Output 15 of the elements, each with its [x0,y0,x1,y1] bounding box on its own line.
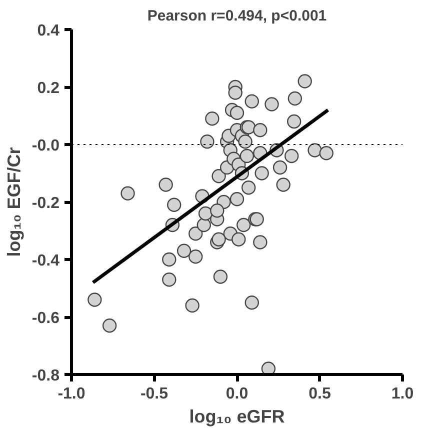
y-tick-label: -0.6 [32,310,60,327]
y-tick-label: 0.2 [37,80,60,97]
x-axis-title: log₁₀ eGFR [189,406,285,426]
x-tick-label: 0.5 [308,386,331,402]
y-tick-label: -0.0 [32,138,60,154]
y-tick-label: -0.2 [32,195,60,212]
y-tick-label: 0.4 [37,22,60,40]
y-tick-label: -0.4 [32,252,60,270]
chart-title: Pearson r=0.494, p<0.001 [147,8,327,24]
x-tick-label: 1.0 [391,386,414,402]
x-tick-label: -1.0 [58,386,86,402]
y-tick-label: -0.8 [32,368,60,384]
x-tick-label: -0.5 [140,386,168,402]
y-axis-title: log₁₀ EGF/Cr [4,147,24,257]
x-tick-label: 0.0 [226,386,248,402]
